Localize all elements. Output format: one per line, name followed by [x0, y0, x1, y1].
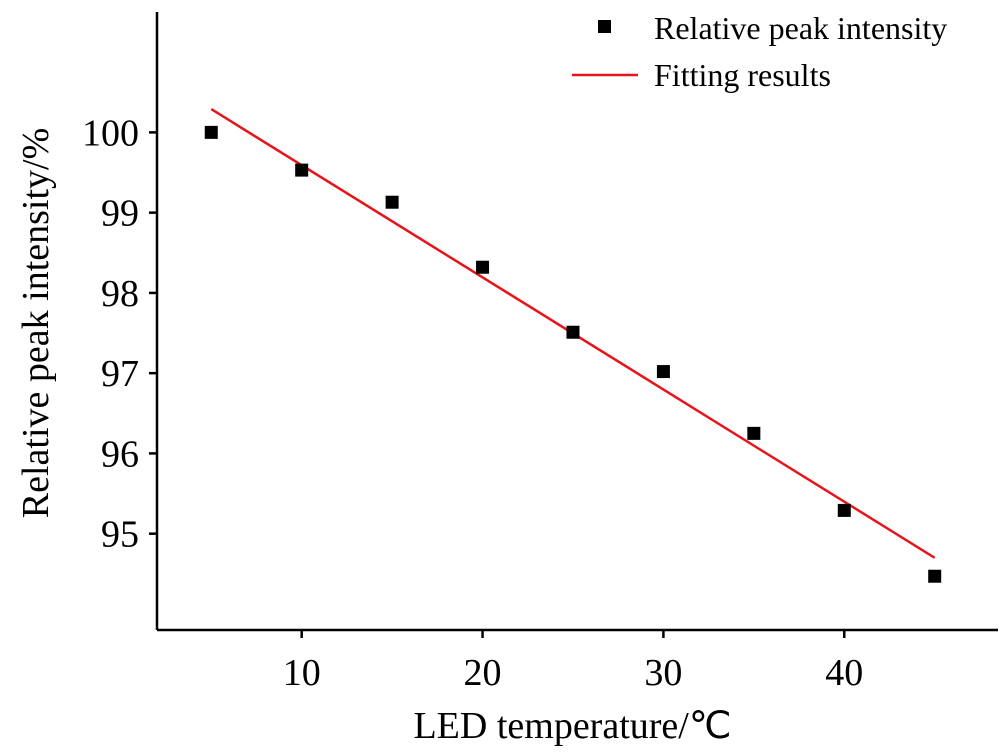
plot-area — [155, 12, 998, 632]
legend-label-fitting-results: Fitting results — [654, 57, 831, 93]
y-tick-label: 100 — [82, 112, 139, 154]
y-axis-title: Relative peak intensity/% — [15, 128, 57, 518]
y-tick-label: 96 — [101, 433, 139, 475]
x-tick-label: 10 — [283, 652, 321, 694]
x-tick-label: 20 — [464, 652, 502, 694]
data-point — [928, 569, 942, 583]
data-point — [566, 325, 580, 339]
y-tick-label: 99 — [101, 193, 139, 235]
legend-label-relative-peak-intensity: Relative peak intensity — [654, 10, 947, 46]
data-point — [476, 260, 490, 274]
x-axis-title: LED temperature/℃ — [413, 705, 731, 747]
x-tick-label: 30 — [644, 652, 682, 694]
y-tick-label: 98 — [101, 273, 139, 315]
y-tick-label: 97 — [101, 353, 139, 395]
data-point — [656, 365, 670, 379]
y-tick-label: 95 — [101, 514, 139, 556]
data-point — [204, 125, 218, 139]
data-point — [295, 163, 309, 177]
axis-ticks: 10 20 30 40 95 96 97 98 99 100 — [82, 112, 863, 694]
data-point — [385, 195, 399, 209]
legend-marker-square — [598, 20, 611, 33]
x-tick-label: 40 — [825, 652, 863, 694]
legend: Relative peak intensity Fitting results — [572, 10, 947, 93]
data-points — [204, 125, 942, 583]
data-point — [837, 503, 851, 517]
data-point — [747, 426, 761, 440]
